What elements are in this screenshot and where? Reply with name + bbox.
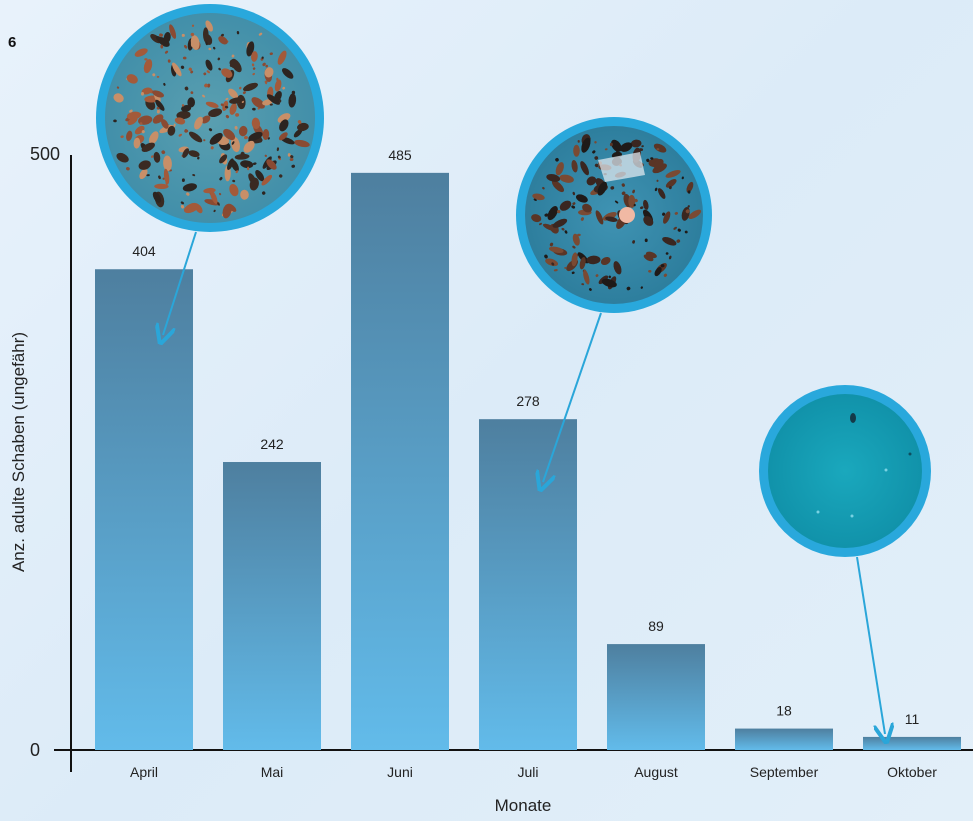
bar-august: [607, 644, 705, 750]
arrow-juli: [543, 312, 602, 482]
x-tick-label-juni: Juni: [387, 764, 413, 780]
value-label-juli: 278: [516, 393, 540, 409]
figure-number: 6: [8, 34, 17, 51]
arrow-april: [163, 231, 197, 335]
x-tick-label-oktober: Oktober: [887, 764, 937, 780]
x-axis-label: Monate: [495, 796, 552, 815]
arrow-oktober: [856, 556, 885, 734]
y-tick-label-500: 500: [30, 144, 60, 164]
bar-september: [735, 728, 833, 750]
photo-april: [96, 4, 324, 232]
value-label-mai: 242: [260, 436, 284, 452]
x-tick-label-september: September: [750, 764, 819, 780]
photo-oktober: [759, 385, 931, 557]
bar-april: [95, 269, 193, 750]
value-label-august: 89: [648, 618, 664, 634]
bar-oktober: [863, 736, 961, 750]
y-axis-label: Anz. adulte Schaben (ungefähr): [9, 332, 28, 572]
bar-juni: [351, 172, 449, 751]
value-label-oktober: 11: [905, 711, 920, 727]
value-label-juni: 485: [388, 147, 412, 163]
bar-mai: [223, 462, 321, 750]
photo-juli: [516, 117, 712, 313]
value-label-september: 18: [776, 703, 792, 719]
bar-juli: [479, 419, 577, 750]
x-tick-label-april: April: [130, 764, 158, 780]
x-tick-label-juli: Juli: [517, 764, 538, 780]
x-tick-label-mai: Mai: [261, 764, 284, 780]
x-tick-label-august: August: [634, 764, 678, 780]
y-tick-label-0: 0: [30, 740, 40, 760]
value-label-april: 404: [132, 243, 156, 259]
